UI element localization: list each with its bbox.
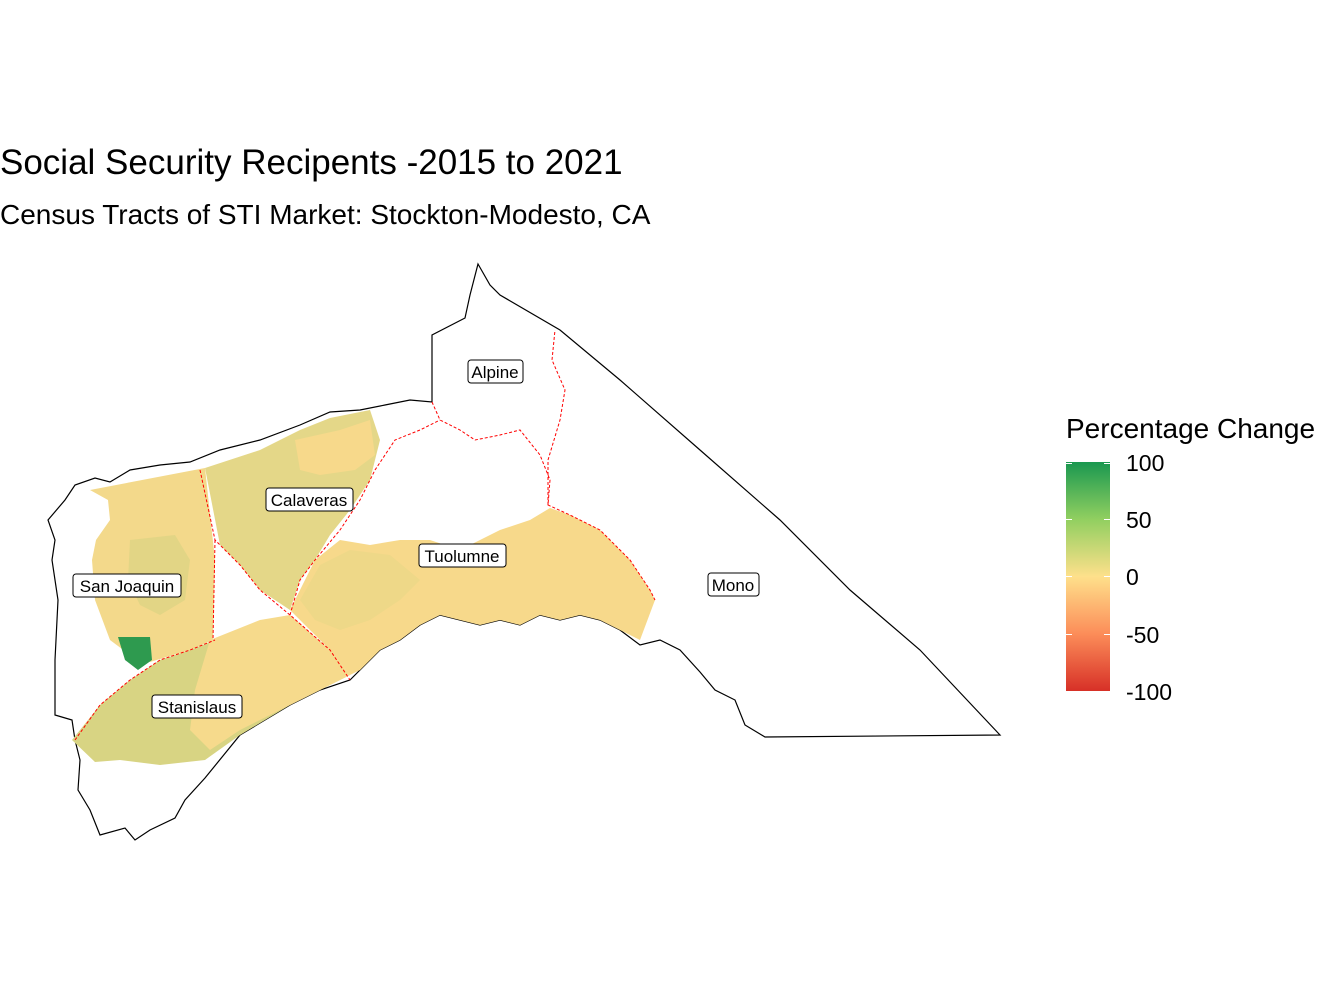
map-subtitle: Census Tracts of STI Market: Stockton-Mo… [0,199,651,230]
label-stanislaus: Stanislaus [151,694,243,719]
svg-text:Stanislaus: Stanislaus [158,698,236,717]
county-boundaries [74,329,656,741]
svg-text:San Joaquin: San Joaquin [80,577,175,596]
tracts-calaveras-upper [295,420,375,475]
tracts-tuolumne [290,508,655,675]
svg-text:Mono: Mono [712,576,755,595]
label-calaveras: Calaveras [265,487,354,512]
tract-high-change [118,637,152,670]
label-tuolumne: Tuolumne [418,543,507,568]
legend-colorbar [1066,462,1110,691]
svg-text:Tuolumne: Tuolumne [425,547,500,566]
legend-label-50: 50 [1126,507,1152,533]
label-mono: Mono [707,572,760,597]
legend-label-100: 100 [1126,450,1165,476]
legend-label-neg50: -50 [1126,622,1160,648]
legend-label-neg100: -100 [1126,679,1173,705]
svg-text:Calaveras: Calaveras [271,491,348,510]
tracts-tuolumne-west [300,550,420,630]
legend-title: Percentage Change [1066,413,1316,444]
svg-text:Alpine: Alpine [471,363,518,382]
legend-label-0: 0 [1126,564,1139,590]
label-san-joaquin: San Joaquin [72,573,182,598]
map-title: Social Security Recipents -2015 to 2021 [0,143,623,182]
label-alpine: Alpine [467,359,524,384]
